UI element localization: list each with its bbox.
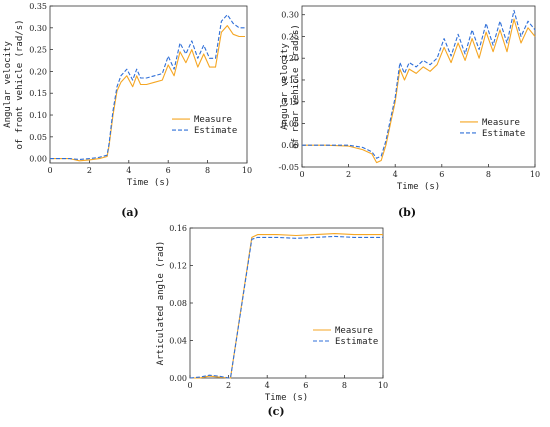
y-tick-label: 0.10 xyxy=(281,98,299,107)
x-tick-label: 6 xyxy=(439,170,444,179)
x-tick-label: 10 xyxy=(378,381,388,390)
x-tick-label: 0 xyxy=(187,381,192,390)
x-tick-label: 4 xyxy=(265,381,270,390)
x-tick-label: 2 xyxy=(346,170,351,179)
x-tick-label: 0 xyxy=(47,166,52,175)
y-tick-label: 0.25 xyxy=(29,46,47,55)
y-tick-label: 0.00 xyxy=(281,141,299,150)
y-axis-label: of rear vehicle (rad/s) xyxy=(291,24,301,149)
y-tick-label: 0.20 xyxy=(281,54,299,63)
subfigure-caption: (b) xyxy=(398,206,416,219)
x-tick-label: 4 xyxy=(393,170,398,179)
x-axis-label: Time (s) xyxy=(127,178,170,188)
x-tick-label: 6 xyxy=(166,166,171,175)
y-tick-label: 0.15 xyxy=(281,76,299,85)
y-tick-label: 0.12 xyxy=(169,262,187,271)
y-axis-label: of front vehicle (rad/s) xyxy=(15,19,25,149)
x-tick-label: 8 xyxy=(205,166,210,175)
y-tick-label: 0.08 xyxy=(169,299,187,308)
y-tick-label: 0.30 xyxy=(29,24,47,33)
legend-entry: Measure xyxy=(335,326,373,336)
x-tick-label: 8 xyxy=(342,381,347,390)
x-tick-label: 4 xyxy=(126,166,131,175)
chart-b: 0 2 4 6 8 10 -0.05 0.00 0.05 0.10 0.15 0.20 0.25 0.30… xyxy=(278,5,540,219)
x-axis-label: Time (s) xyxy=(265,393,308,403)
x-tick-label: 10 xyxy=(530,170,540,179)
y-tick-label: 0.16 xyxy=(169,224,187,233)
y-tick-label: 0.25 xyxy=(281,32,299,41)
subfigure-caption: (c) xyxy=(267,405,284,418)
legend-entry: Estimate xyxy=(335,337,378,347)
y-tick-label: 0.30 xyxy=(281,11,299,20)
plot-frame xyxy=(301,5,536,168)
legend-entry: Measure xyxy=(482,118,520,128)
legend-entry: Estimate xyxy=(194,126,237,136)
series-line-measure xyxy=(302,18,536,164)
x-tick-label: 2 xyxy=(87,166,92,175)
y-tick-label: 0.35 xyxy=(29,2,47,11)
x-axis-label: Time (s) xyxy=(397,182,440,192)
y-axis-label: Angular velocity xyxy=(280,43,290,130)
y-tick-label: 0.05 xyxy=(281,119,299,128)
series-line-measure xyxy=(50,25,245,162)
y-tick-label: 0.05 xyxy=(29,133,47,142)
legend-entry: Measure xyxy=(194,115,232,125)
y-tick-label: 0.15 xyxy=(29,89,47,98)
y-tick-label: 0.20 xyxy=(29,67,47,76)
plot-frame xyxy=(49,5,248,164)
series-line-measure xyxy=(190,233,383,379)
series-line-estimate xyxy=(302,9,536,159)
y-tick-label: 0.00 xyxy=(29,155,47,164)
y-axis-label: Angular velocity xyxy=(3,41,13,128)
subfigure-caption: (a) xyxy=(121,206,139,219)
x-tick-label: 8 xyxy=(486,170,491,179)
x-tick-label: 10 xyxy=(242,166,252,175)
chart-c: 0 2 4 6 8 10 0.00 0.04 0.08 0.12 0.16 Time (s) Artic… xyxy=(156,224,388,418)
y-tick-label: 0.10 xyxy=(29,111,47,120)
x-tick-label: 0 xyxy=(299,170,304,179)
legend-entry: Estimate xyxy=(482,129,525,139)
x-tick-label: 6 xyxy=(303,381,308,390)
series-line-estimate xyxy=(189,235,383,379)
plot-frame xyxy=(189,227,384,379)
y-axis-label: Articulated angle (rad) xyxy=(156,241,166,366)
y-tick-label: 0.04 xyxy=(169,337,187,346)
x-tick-label: 2 xyxy=(226,381,231,390)
series-line-estimate xyxy=(50,14,245,161)
y-tick-label: 0.00 xyxy=(169,374,187,383)
chart-a: 0 2 4 6 8 10 0.00 0.05 0.10 0.15 0.20 0.25 0.30 0.35 T… xyxy=(3,2,252,219)
y-tick-label: -0.05 xyxy=(278,163,299,172)
